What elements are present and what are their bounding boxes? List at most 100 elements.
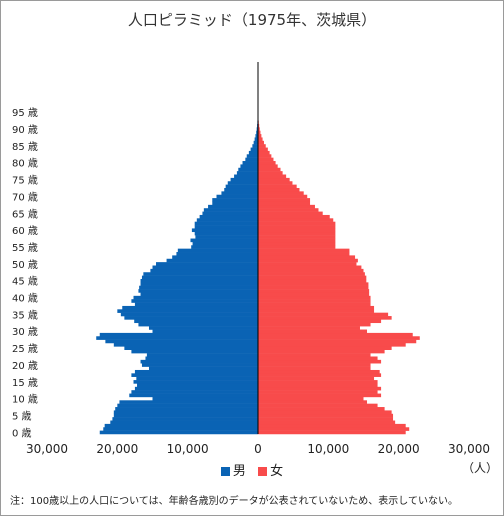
male-bar <box>140 292 258 297</box>
female-bar <box>258 258 358 263</box>
male-bar <box>194 225 258 229</box>
female-bar <box>258 413 394 418</box>
legend-swatch-male <box>220 467 230 476</box>
male-bar <box>212 198 258 202</box>
male-bar <box>195 235 258 239</box>
female-bar <box>258 400 368 404</box>
male-bar <box>234 174 258 179</box>
male-bar <box>236 171 258 175</box>
male-bar <box>103 427 259 431</box>
female-bar <box>258 198 311 202</box>
female-bar <box>258 390 378 394</box>
female-bar <box>258 380 378 384</box>
male-bar <box>131 299 258 303</box>
age-tick-label: 35 歳 <box>12 309 38 321</box>
male-bar <box>250 147 258 152</box>
male-bar <box>112 417 258 421</box>
female-bar <box>258 238 336 243</box>
female-bar <box>258 423 406 428</box>
female-bar <box>258 221 336 226</box>
female-bar <box>258 326 360 330</box>
female-bar <box>258 218 334 222</box>
male-bar <box>140 278 258 283</box>
female-bar <box>258 396 364 401</box>
female-bar <box>258 252 350 256</box>
male-bar <box>252 144 258 148</box>
female-bar <box>258 420 396 425</box>
female-bar <box>258 427 410 431</box>
male-bar <box>119 400 259 404</box>
male-bar <box>134 369 258 374</box>
female-bar <box>258 201 311 206</box>
male-bar <box>124 316 258 320</box>
female-bar <box>258 319 382 324</box>
age-tick-label: 10 歳 <box>12 394 38 406</box>
female-bar <box>258 211 323 216</box>
male-bar <box>110 420 258 425</box>
male-bar <box>131 349 258 354</box>
female-bar <box>258 157 274 162</box>
female-bar <box>258 386 382 391</box>
male-bar <box>227 181 258 185</box>
male-bar <box>134 319 258 324</box>
male-bar <box>139 285 258 290</box>
female-bar <box>258 417 394 421</box>
female-bar <box>258 150 270 155</box>
female-bar <box>258 363 371 367</box>
female-bar <box>258 123 260 128</box>
male-bar <box>133 380 258 384</box>
female-bar <box>258 144 266 148</box>
female-bar <box>258 184 297 189</box>
female-bars <box>258 97 420 435</box>
female-bar <box>258 407 385 411</box>
male-bar <box>216 194 258 199</box>
x-tick-label: 10,000 <box>307 442 349 456</box>
female-bar <box>258 272 365 276</box>
female-bar <box>258 171 283 175</box>
female-bar <box>258 376 375 381</box>
age-tick-label: 15 歳 <box>12 377 38 389</box>
male-bar <box>224 187 258 192</box>
x-tick-label: 20,000 <box>96 442 138 456</box>
male-bar <box>177 248 258 253</box>
female-bar <box>258 359 382 364</box>
chart-title: 人口ピラミッド（1975年、茨城県） <box>127 11 377 29</box>
male-bars <box>96 97 259 435</box>
male-bar <box>190 238 258 243</box>
male-bar <box>225 184 258 189</box>
male-bar <box>199 214 258 219</box>
female-bar <box>258 228 336 233</box>
male-bar <box>192 241 258 246</box>
x-tick-label: 30,000 <box>26 442 68 456</box>
male-bar <box>172 255 258 260</box>
male-bar <box>122 305 258 310</box>
male-bar <box>221 191 258 195</box>
female-bar <box>258 302 371 307</box>
female-bar <box>258 299 371 303</box>
male-bar <box>255 134 258 138</box>
female-bar <box>258 167 281 172</box>
male-bar <box>120 312 258 317</box>
male-bar <box>145 356 258 361</box>
female-bar <box>258 140 264 145</box>
female-bar <box>258 383 378 388</box>
female-bar <box>258 322 371 327</box>
male-bar <box>150 268 258 273</box>
female-bar <box>258 309 375 313</box>
female-bar <box>258 255 356 260</box>
female-bar <box>258 204 315 209</box>
female-bar <box>258 339 417 344</box>
male-bar <box>117 309 258 313</box>
age-tick-label: 25 歳 <box>12 343 38 355</box>
female-bar <box>258 278 367 283</box>
age-tick-label: 75 歳 <box>12 175 38 187</box>
male-bar <box>152 329 258 334</box>
male-bar <box>208 204 258 209</box>
male-bar <box>131 373 258 377</box>
male-bar <box>191 228 258 233</box>
footnote: 注：100歳以上の人口については、年齢各歳別のデータが公表されていないため、表示… <box>10 496 458 507</box>
age-tick-label: 0 歳 <box>12 427 32 439</box>
male-bar <box>156 262 258 266</box>
male-bar <box>196 218 258 222</box>
male-bar <box>99 332 258 337</box>
